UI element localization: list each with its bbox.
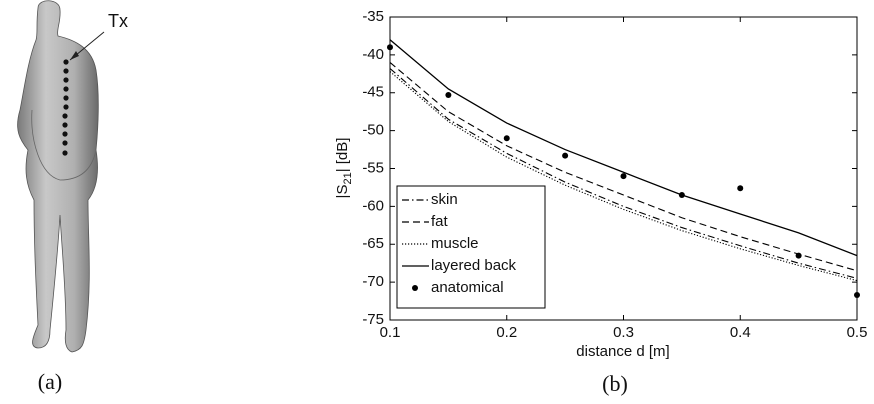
x-tick-label: 0.4	[730, 324, 751, 341]
y-tick-label: -55	[362, 159, 384, 176]
y-tick-label: -50	[362, 122, 384, 139]
panel-label: (a)	[38, 369, 62, 394]
data-point	[387, 44, 393, 51]
legend-label: anatomical	[431, 279, 504, 296]
y-axis-label-part: 21	[342, 172, 354, 184]
legend-box	[396, 185, 546, 309]
y-axis-label-part: | [dB]	[334, 138, 351, 173]
y-axis-label-part: |S	[334, 185, 351, 199]
data-point	[445, 92, 452, 99]
data-point	[562, 152, 569, 159]
data-point	[854, 292, 860, 299]
panel-label: (b)	[602, 371, 628, 396]
data-point	[678, 192, 685, 199]
data-point	[620, 173, 627, 180]
legend-label: fat	[431, 213, 449, 230]
x-tick-label: 0.2	[496, 324, 517, 341]
legend-label: skin	[431, 191, 458, 208]
body-model	[17, 0, 105, 353]
series-line	[389, 62, 858, 272]
y-tick-label: -45	[362, 84, 384, 101]
y-tick-label: -40	[362, 46, 384, 63]
x-tick-label: 0.3	[613, 324, 634, 341]
data-point	[737, 185, 744, 192]
y-axis-label: |S21| [dB]	[334, 138, 354, 199]
legend-label: muscle	[431, 235, 479, 252]
y-tick-label: -65	[362, 235, 384, 252]
y-tick-label: -60	[362, 197, 384, 214]
series-line	[389, 39, 858, 257]
series-line	[389, 68, 858, 279]
x-axis-label: distance d [m]	[576, 343, 669, 360]
y-tick-label: -70	[362, 273, 384, 290]
series-line	[389, 71, 858, 282]
annotation: Tx	[108, 11, 128, 31]
legend-label: layered back	[431, 257, 517, 274]
data-point	[795, 252, 802, 259]
legend-marker	[412, 285, 418, 291]
x-tick-label: 0.5	[847, 324, 868, 341]
y-tick-label: -35	[362, 8, 384, 25]
y-tick-label: -75	[362, 311, 384, 328]
x-tick-label: 0.1	[380, 324, 401, 341]
data-point	[503, 135, 510, 142]
